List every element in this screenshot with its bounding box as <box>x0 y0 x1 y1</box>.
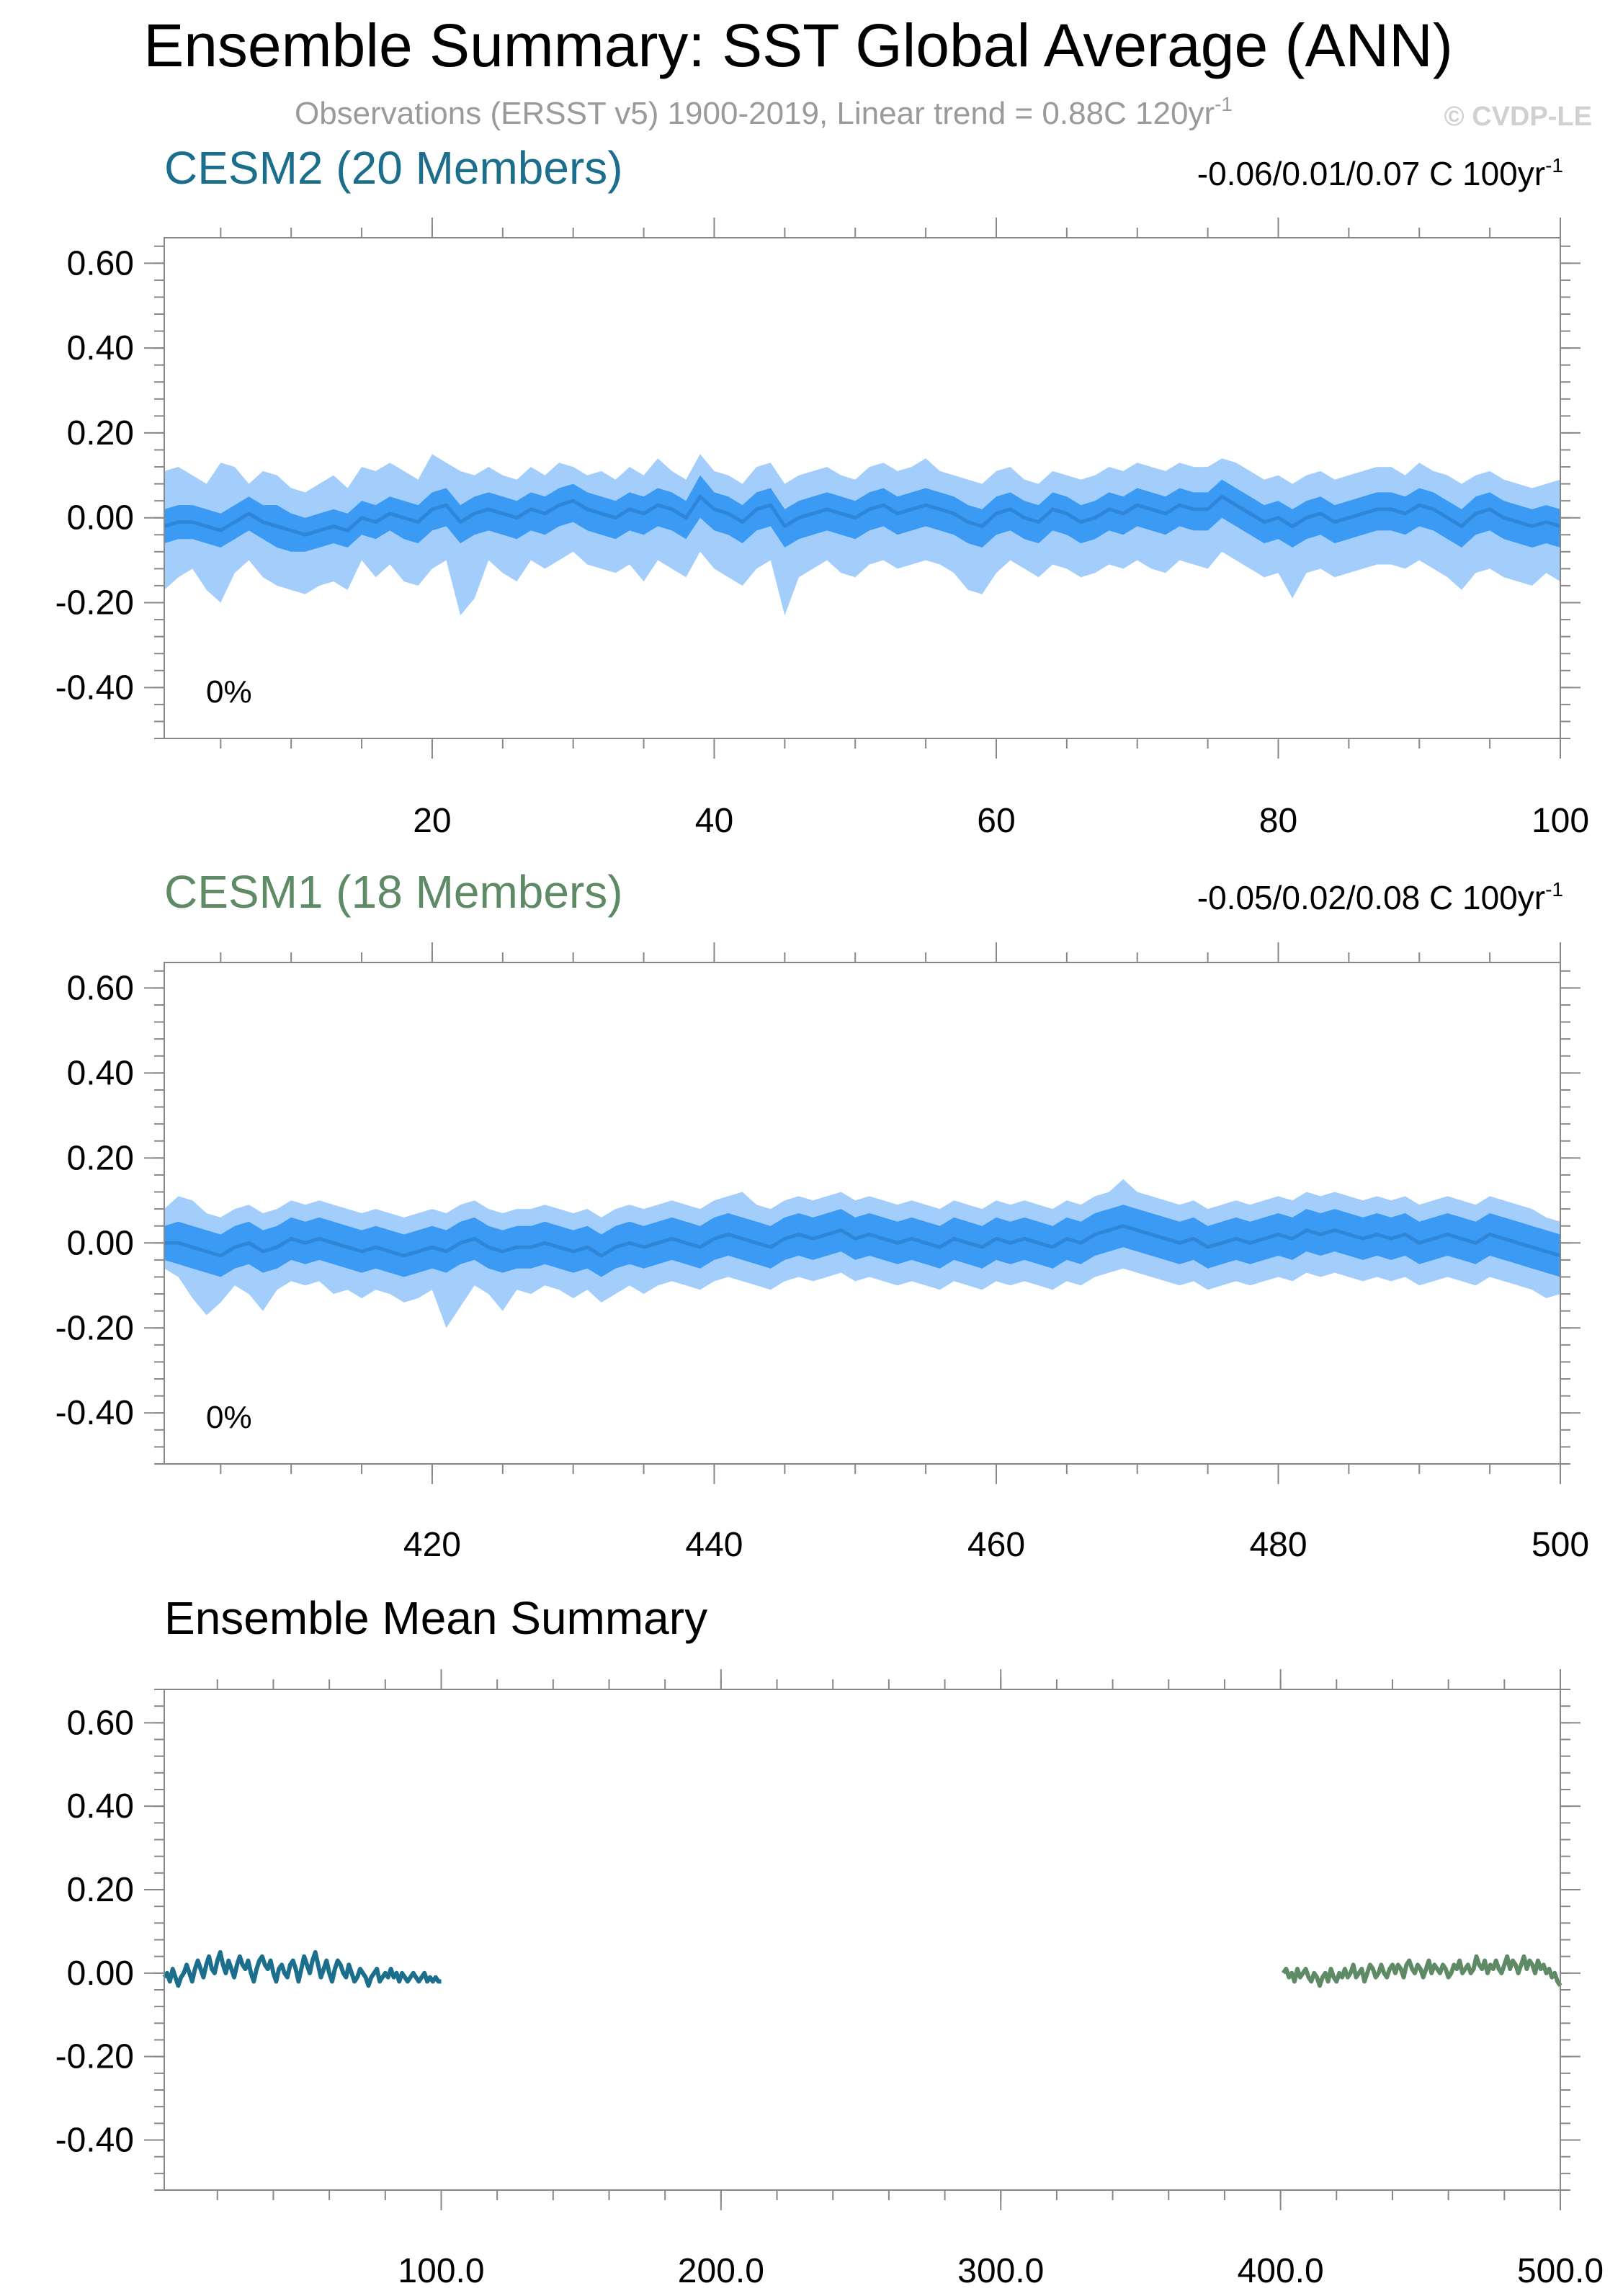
y-tick-label: -0.40 <box>55 2122 134 2160</box>
x-tick-label: 40 <box>695 802 733 840</box>
trend-label-sup: -1 <box>1545 154 1563 177</box>
figure-subtitle-text: Observations (ERSST v5) 1900-2019, Linea… <box>295 96 1215 131</box>
x-tick-label: 440 <box>685 1526 743 1564</box>
panel-title: CESM2 (20 Members) <box>164 142 623 194</box>
figure-subtitle: Observations (ERSST v5) 1900-2019, Linea… <box>295 93 1233 131</box>
y-tick-label: -0.20 <box>55 584 134 622</box>
figure-subtitle-sup: -1 <box>1215 93 1233 115</box>
x-tick-label: 100 <box>1532 802 1589 840</box>
y-tick-label: 0.40 <box>67 1787 134 1826</box>
median-line <box>164 1224 1561 1258</box>
percent-label: 0% <box>206 1400 252 1435</box>
x-tick-label: 420 <box>403 1526 461 1564</box>
y-tick-label: -0.40 <box>55 1394 134 1432</box>
panel-cesm2: CESM2 (20 Members) -0.06/0.01/0.07 C 100y… <box>55 142 1589 840</box>
percent-label: 0% <box>206 674 252 710</box>
y-tick-label: 0.00 <box>67 1955 134 1993</box>
band-25-75 <box>164 1205 1560 1277</box>
y-tick-label: 0.60 <box>67 1704 134 1742</box>
panel-cesm1: CESM1 (18 Members) -0.05/0.02/0.08 C 100y… <box>55 866 1589 1564</box>
x-tick-label: 460 <box>967 1526 1025 1564</box>
y-tick-label: 0.40 <box>67 329 134 367</box>
x-tick-label: 500.0 <box>1517 2252 1604 2290</box>
y-tick-label: 0.00 <box>67 1224 134 1262</box>
x-tick-label: 500 <box>1532 1526 1589 1564</box>
plot-frame <box>164 237 1561 739</box>
x-tick-label: 60 <box>977 802 1015 840</box>
median-line <box>164 494 1561 537</box>
x-tick-label: 20 <box>413 802 451 840</box>
figure-title: Ensemble Summary: SST Global Average (AN… <box>143 12 1453 79</box>
trend-label-sup: -1 <box>1545 878 1563 901</box>
x-tick-label: 400.0 <box>1238 2252 1324 2290</box>
trend-label-text: -0.06/0.01/0.07 C 100yr <box>1197 155 1545 192</box>
series-line-cesm1 <box>1282 1954 1562 1988</box>
panel-ensemble-mean: Ensemble Mean Summary 0.60 0.40 0.20 0.00 -0.… <box>55 1592 1604 2290</box>
trend-label: -0.06/0.01/0.07 C 100yr-1 <box>1197 154 1563 192</box>
trend-label: -0.05/0.02/0.08 C 100yr-1 <box>1197 878 1563 916</box>
y-tick-label: 0.20 <box>67 1139 134 1177</box>
x-tick-label: 200.0 <box>678 2252 764 2290</box>
panel-title: Ensemble Mean Summary <box>164 1592 707 1644</box>
y-tick-label: 0.20 <box>67 414 134 452</box>
y-tick-label: 0.40 <box>67 1054 134 1092</box>
y-tick-label: -0.40 <box>55 669 134 707</box>
copyright-label: © CVDP-LE <box>1444 102 1592 132</box>
x-tick-label: 100.0 <box>398 2252 484 2290</box>
y-tick-label: 0.00 <box>67 499 134 537</box>
panel-title: CESM1 (18 Members) <box>164 866 623 918</box>
y-tick-label: -0.20 <box>55 1309 134 1347</box>
y-tick-label: 0.20 <box>67 1871 134 1909</box>
y-tick-label: 0.60 <box>67 244 134 282</box>
x-tick-label: 480 <box>1249 1526 1307 1564</box>
plot-frame <box>164 962 1561 1465</box>
x-tick-label: 80 <box>1259 802 1297 840</box>
series-line-cesm2 <box>162 1949 442 1988</box>
y-tick-label: -0.20 <box>55 2038 134 2076</box>
x-tick-label: 300.0 <box>957 2252 1044 2290</box>
trend-label-text: -0.05/0.02/0.08 C 100yr <box>1197 879 1545 916</box>
y-tick-label: 0.60 <box>67 969 134 1007</box>
